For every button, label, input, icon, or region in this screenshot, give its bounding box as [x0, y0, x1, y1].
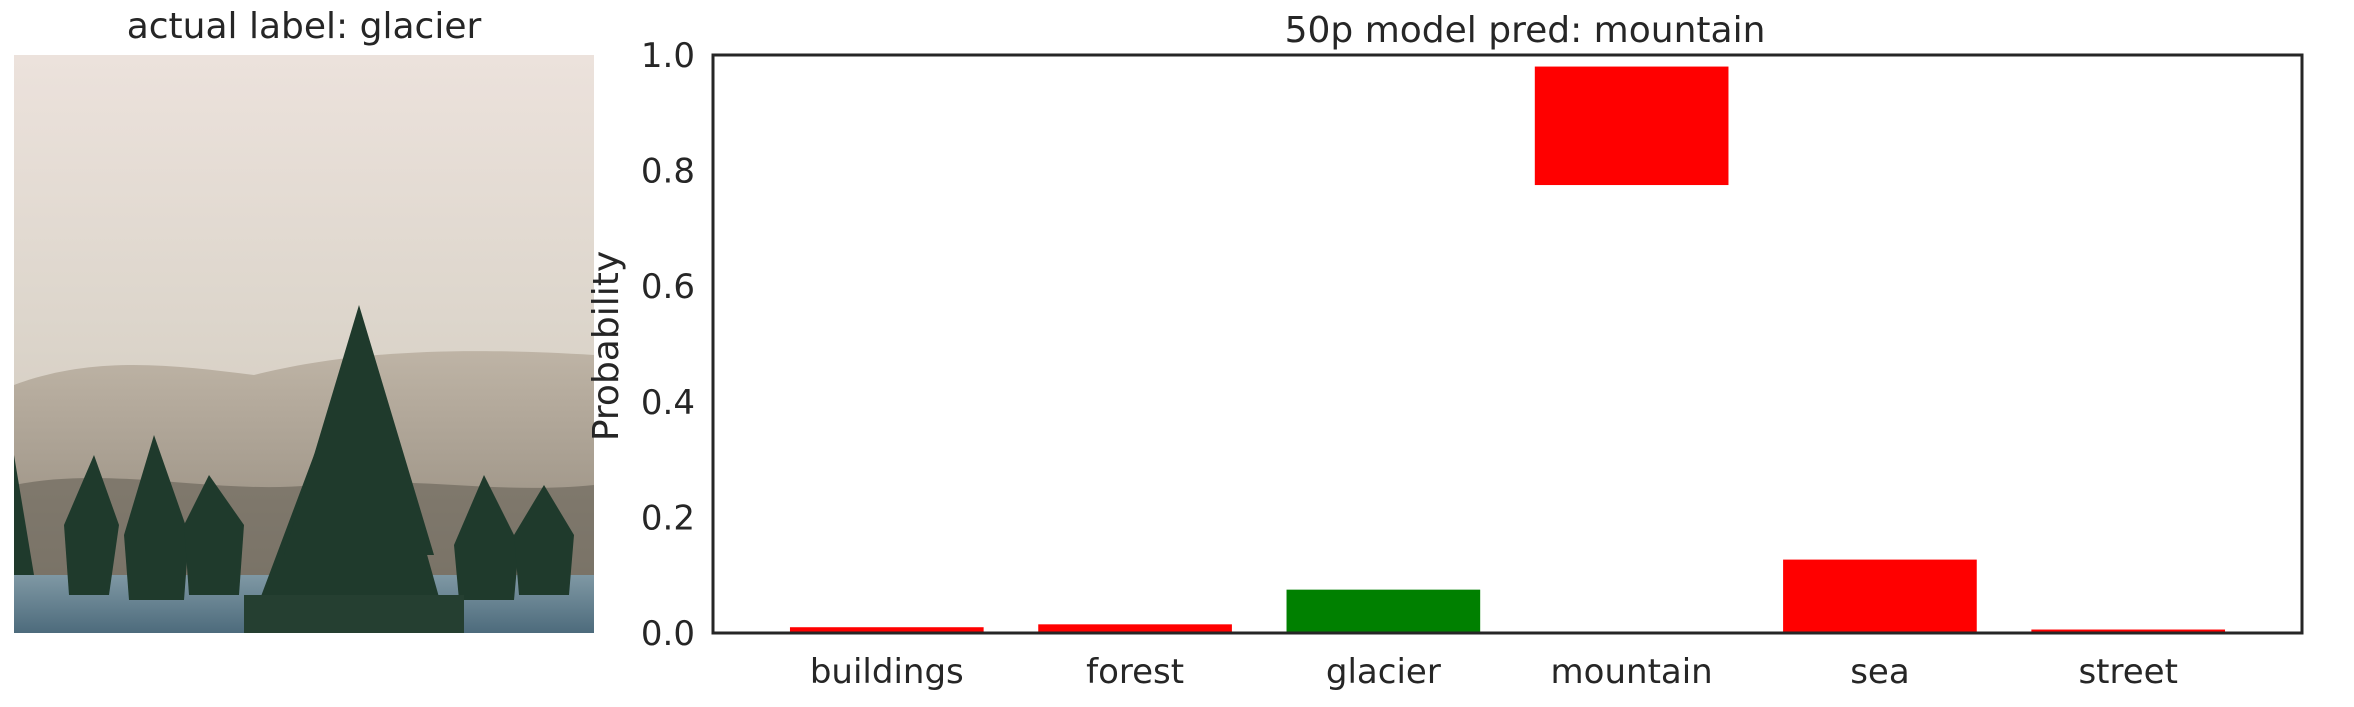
y-tick-label: 0.6 — [641, 267, 695, 307]
bar-sea — [1783, 559, 1977, 633]
bar-street — [2031, 629, 2226, 633]
x-tick-label-buildings: buildings — [810, 652, 964, 692]
plot-frame — [711, 53, 2304, 635]
x-tick-label-forest: forest — [1086, 652, 1184, 692]
bar-buildings — [789, 627, 984, 633]
x-tick-label-street: street — [2078, 652, 2177, 692]
chart-title: 50p model pred: mountain — [1285, 10, 1766, 51]
x-tick-label-mountain: mountain — [1551, 652, 1713, 692]
x-tick-label-sea: sea — [1850, 652, 1909, 692]
y-tick-label: 0.0 — [641, 614, 695, 654]
y-tick-label: 0.2 — [641, 498, 695, 538]
bar-forest — [1038, 624, 1232, 633]
bar-glacier — [1286, 589, 1481, 633]
x-tick-label-glacier: glacier — [1326, 652, 1441, 692]
probability-bar-chart: 50p model pred: mountain Probability 0.0… — [586, 10, 2304, 692]
bar-mountain — [1534, 66, 1729, 186]
sample-photo — [14, 55, 594, 633]
y-tick-label: 0.4 — [641, 383, 695, 423]
y-tick-label: 1.0 — [641, 36, 695, 76]
y-tick-label: 0.8 — [641, 152, 695, 192]
photo-title: actual label: glacier — [126, 6, 482, 47]
